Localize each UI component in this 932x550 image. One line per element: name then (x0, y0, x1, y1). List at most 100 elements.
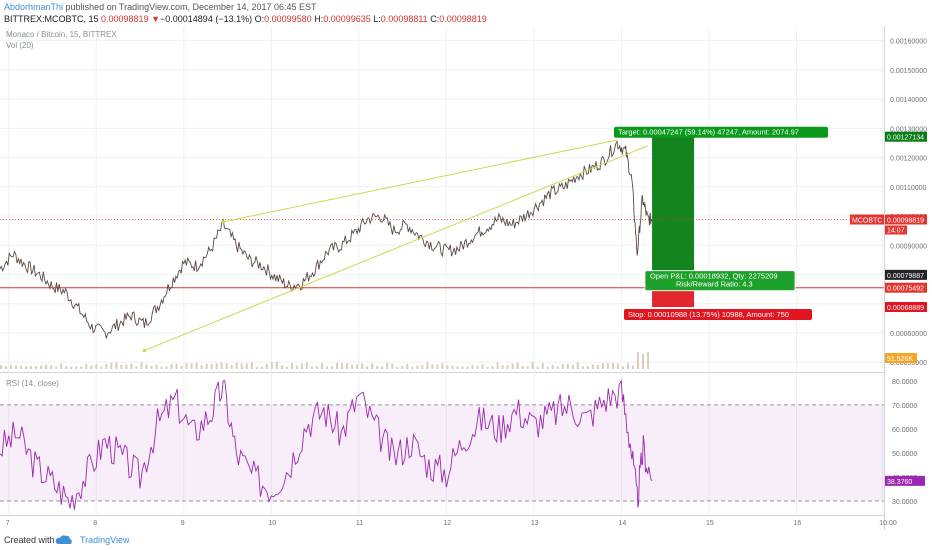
volume-bar (180, 366, 183, 369)
wedge-upper-line (223, 139, 618, 223)
volume-bar (336, 362, 339, 369)
rsi-line (0, 379, 653, 510)
volume-bar (210, 364, 213, 369)
volume-bar (406, 363, 409, 369)
volume-bar (561, 364, 564, 369)
volume-bar (326, 366, 329, 369)
time-tick-label: 10 (268, 520, 276, 527)
volume-bar (341, 362, 344, 369)
countdown-tag (885, 225, 907, 235)
volume-bar (35, 366, 38, 369)
symbol-tag-text: MCOBTC (852, 217, 882, 224)
volume-bar (321, 363, 324, 369)
volume-bar (451, 365, 454, 369)
volume-bar (551, 364, 554, 369)
volume-bar (466, 366, 469, 369)
volume-bar (105, 363, 108, 369)
volume-bar (50, 365, 53, 369)
price-change: −0.00014894 (−13.1%) (160, 14, 253, 24)
level-tag-text: 0.00127134 (887, 135, 924, 142)
volume-bar (486, 366, 489, 369)
published-text: published on TradingView.com, December 1… (63, 2, 317, 12)
grid (0, 26, 884, 515)
volume-bar (541, 362, 544, 369)
chart-area[interactable]: 0.00160000 0.00150000 0.00140000 0.00130000… (0, 26, 932, 530)
volume-bar (501, 365, 504, 369)
chart-header: AbdorhmanThi published on TradingView.co… (0, 0, 932, 26)
ohlc-open: 0.00099580 (264, 14, 312, 24)
target-label-bg (614, 126, 828, 138)
wedge-anchor (142, 348, 147, 353)
rsi-label: RSI (14, close) (6, 379, 59, 388)
volume-bar (240, 363, 243, 369)
volume-bar (516, 362, 519, 369)
volume-bar (265, 363, 268, 369)
wedge-lines[interactable] (142, 139, 648, 353)
rsi-value-text: 38.3760 (887, 479, 912, 486)
volume-bar (396, 366, 399, 369)
volume-bar (165, 366, 168, 369)
stop-zone (652, 287, 695, 308)
volume-bar (366, 366, 369, 369)
volume-bar (110, 362, 113, 369)
level-tag (885, 269, 927, 280)
volume-bar (566, 363, 569, 369)
price-tick-label: 0.00150000 (890, 68, 927, 75)
volume-bar (230, 365, 233, 369)
time-tick-label: 7 (6, 520, 10, 527)
rsi-value-tag (885, 475, 925, 486)
rsi-tick-label: 80.0000 (892, 379, 917, 386)
volume-bar (647, 352, 650, 369)
price-chart-svg[interactable]: 0.00160000 0.00150000 0.00140000 0.00130000… (0, 26, 932, 530)
price-tick-label: 0.00090000 (890, 243, 927, 250)
volume-bar (601, 362, 604, 369)
price-tag-text: 0.00098819 (887, 217, 924, 224)
volume-bar (581, 366, 584, 369)
volume-bar (195, 362, 198, 369)
volume-bar (290, 363, 293, 369)
volume-bar (331, 366, 334, 369)
symbol-tag (850, 214, 884, 225)
price-tick-label: 0.00050000 (890, 360, 927, 367)
time-tick-label: 12 (443, 520, 451, 527)
volume-bar (616, 363, 619, 369)
time-tick-label: 15 (706, 520, 714, 527)
volume-bar (80, 366, 83, 369)
author-link[interactable]: AbdorhmanThi (4, 2, 64, 12)
volume-bar (120, 364, 123, 369)
volume-label: Vol (20) (6, 41, 34, 50)
box-labels: Target: 0.00047247 (59.14%) 47247, Amoun… (614, 126, 828, 321)
volume-bar (536, 366, 539, 369)
volume-bar (95, 364, 98, 369)
level-tag-text: 0.00075492 (887, 286, 924, 293)
volume-bar (611, 363, 614, 369)
volume-bar (556, 366, 559, 369)
volume-bar (235, 362, 238, 369)
tradingview-cloud-icon (55, 535, 72, 544)
ticker-line: BITTREX:MCOBTC, 15 0.00098819 ▼−0.000148… (4, 13, 487, 25)
volume-bar (416, 365, 419, 369)
time-tick-label: 8 (93, 520, 97, 527)
tradingview-brand[interactable]: TradingView (80, 535, 130, 545)
volume-bar (270, 362, 273, 369)
price-tick-label: 0.00140000 (890, 97, 927, 104)
volume-bar (100, 366, 103, 369)
volume-bar (511, 363, 514, 369)
volume-bar (215, 363, 218, 369)
volume-bar (571, 364, 574, 369)
volume-bar (596, 364, 599, 369)
volume-tag-text: 91.526K (887, 356, 913, 363)
time-tick-label: 10:00 (879, 520, 897, 527)
volume-bar (461, 366, 464, 369)
volume-bar (200, 365, 203, 369)
volume-tag (885, 353, 917, 363)
ohlc-close: 0.00098819 (439, 14, 487, 24)
volume-bar (145, 364, 148, 369)
time-tick-label: 14 (618, 520, 626, 527)
volume-bar (305, 362, 308, 369)
volume-bar (255, 366, 258, 369)
rsi-pane[interactable] (0, 374, 884, 514)
countdown-text: 14:07 (887, 227, 905, 234)
position-box[interactable] (652, 136, 695, 308)
volume-bar (376, 366, 379, 369)
